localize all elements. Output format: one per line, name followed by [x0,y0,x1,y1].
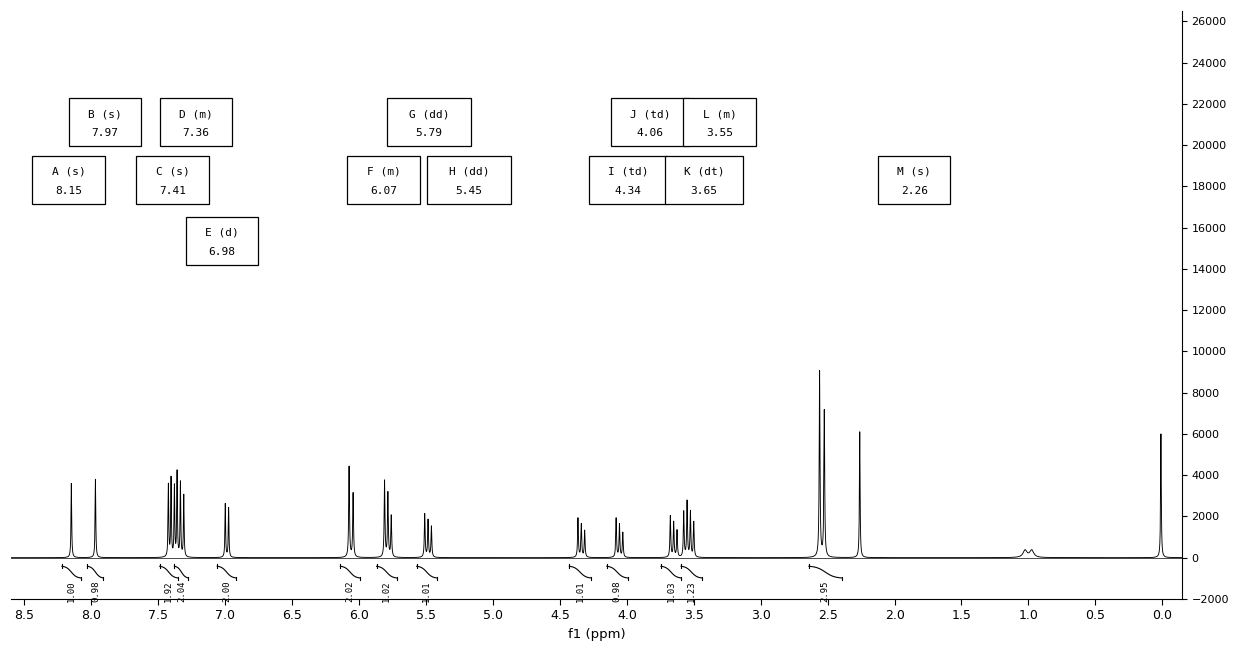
X-axis label: f1 (ppm): f1 (ppm) [568,628,625,641]
Bar [611,98,689,146]
Text: C (s): C (s) [156,167,190,177]
Bar [878,156,950,204]
Text: 1.01: 1.01 [423,581,432,602]
Text: K (dt): K (dt) [683,167,724,177]
Text: 0.98: 0.98 [91,581,100,602]
Text: E (d): E (d) [205,228,239,238]
Bar [68,98,141,146]
Text: 3.55: 3.55 [707,128,733,138]
Bar [347,156,420,204]
Text: I (td): I (td) [608,167,649,177]
Text: 2.00: 2.00 [222,581,231,602]
Text: H (dd): H (dd) [449,167,490,177]
Text: 1.23: 1.23 [687,581,696,602]
Text: 6.98: 6.98 [208,247,236,257]
Text: 7.97: 7.97 [92,128,118,138]
Text: D (m): D (m) [180,109,213,119]
Text: 1.92: 1.92 [164,581,174,602]
Bar [665,156,743,204]
Text: 2.02: 2.02 [346,581,355,602]
Text: 3.65: 3.65 [691,186,718,196]
Text: 6.07: 6.07 [370,186,397,196]
Bar [186,217,258,265]
Bar [32,156,105,204]
Text: 5.45: 5.45 [455,186,482,196]
Text: 5.79: 5.79 [415,128,443,138]
Bar [136,156,210,204]
Bar [589,156,667,204]
Text: 7.41: 7.41 [159,186,186,196]
Text: 4.06: 4.06 [636,128,663,138]
Bar [683,98,756,146]
Text: B (s): B (s) [88,109,122,119]
Bar [427,156,511,204]
Text: 2.95: 2.95 [821,581,830,602]
Text: 1.03: 1.03 [667,581,676,602]
Text: J (td): J (td) [630,109,671,119]
Text: 1.01: 1.01 [575,581,584,602]
Text: M (s): M (s) [898,167,931,177]
Bar [160,98,232,146]
Text: 0.98: 0.98 [613,581,621,602]
Text: L (m): L (m) [703,109,737,119]
Text: 1.02: 1.02 [382,581,391,602]
Text: F (m): F (m) [367,167,401,177]
Bar [387,98,471,146]
Text: 1.00: 1.00 [67,581,76,602]
Text: 8.15: 8.15 [55,186,82,196]
Text: 2.26: 2.26 [900,186,928,196]
Text: 4.34: 4.34 [614,186,641,196]
Text: A (s): A (s) [52,167,86,177]
Text: G (dd): G (dd) [409,109,449,119]
Text: 2.04: 2.04 [177,581,186,602]
Text: 7.36: 7.36 [182,128,210,138]
